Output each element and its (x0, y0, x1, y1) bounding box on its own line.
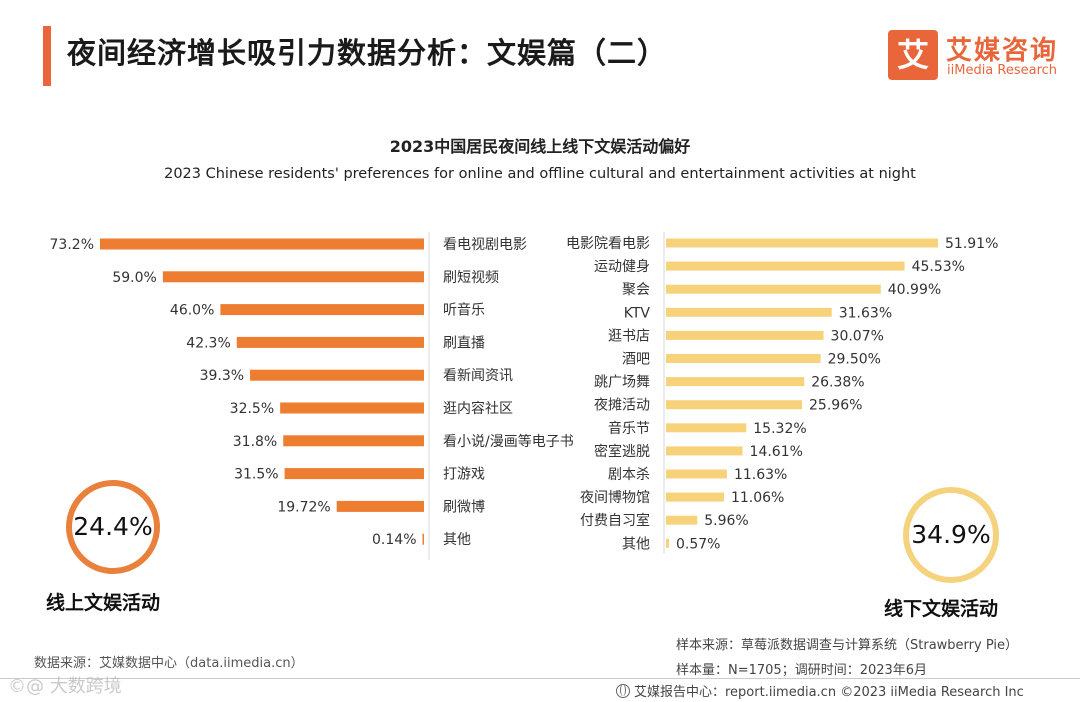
offline-value-label: 5.96% (704, 513, 748, 529)
iimedia-logo[interactable]: 艾 艾媒咨询 iiMedia Research (888, 30, 1068, 82)
online-bar (283, 435, 424, 447)
sample-size-note: 样本量：N=1705；调研时间：2023年6月 (676, 663, 928, 678)
online-bar (280, 402, 424, 414)
offline-value-label: 25.96% (809, 398, 862, 414)
offline-value-label: 51.91% (945, 236, 998, 252)
online-bar (284, 468, 424, 480)
online-category-label: 看新闻资讯 (443, 368, 513, 384)
online-category-label: 看电视剧电影 (443, 237, 527, 253)
offline-value-label: 29.50% (828, 352, 881, 368)
offline-bar (666, 492, 724, 502)
online-value-label: 31.8% (233, 434, 277, 450)
offline-value-label: 26.38% (811, 375, 864, 391)
offline-category-label: KTV (624, 305, 651, 321)
data-source-note: 数据来源：艾媒数据中心（data.iimedia.cn） (34, 656, 304, 671)
offline-bar (666, 469, 727, 479)
offline-bar (666, 538, 669, 548)
offline-share-ring: 34.9% (903, 487, 999, 583)
online-value-label: 31.5% (234, 467, 278, 483)
online-category-label: 其他 (443, 532, 471, 548)
offline-bar (666, 515, 698, 525)
offline-bar (666, 307, 832, 317)
logo-en-text: iiMedia Research (947, 63, 1058, 78)
online-value-label: 32.5% (230, 401, 274, 417)
online-bar (422, 533, 424, 545)
online-share-ring: 24.4% (66, 480, 160, 574)
offline-value-label: 14.61% (750, 444, 803, 460)
offline-bar (666, 238, 938, 248)
offline-value-label: 11.06% (731, 490, 784, 506)
footer-credit[interactable]: 艾媒报告中心：report.iimedia.cn ©2023 iiMedia R… (616, 681, 1024, 700)
offline-value-label: 45.53% (912, 259, 965, 275)
offline-bar (666, 423, 747, 433)
offline-bar (666, 377, 805, 387)
logo-cn-text: 艾媒咨询 (946, 36, 1059, 66)
online-series: 73.2% 看电视剧电影 59.0% 刷短视频 46.0% 听音乐 42.3% 刷直播 39.3… (50, 237, 574, 548)
online-value-label: 42.3% (186, 335, 230, 351)
offline-category-label: 音乐节 (608, 420, 650, 437)
offline-category-label: 密室逃脱 (594, 443, 650, 460)
offline-category-label: 酒吧 (622, 352, 650, 368)
offline-value-label: 40.99% (888, 282, 941, 298)
online-bar (162, 271, 424, 283)
offline-bar (666, 354, 821, 363)
offline-bar (666, 284, 881, 294)
offline-bar (666, 330, 824, 340)
offline-value-label: 15.32% (753, 421, 806, 437)
offline-category-label: 电影院看电影 (566, 236, 650, 252)
online-bar (336, 500, 424, 512)
online-bar (236, 336, 424, 348)
offline-category-label: 运动健身 (594, 259, 650, 275)
online-category-label: 看小说/漫画等电子书 (443, 433, 574, 450)
offline-bar (666, 261, 905, 271)
online-bar (250, 369, 424, 381)
online-category-label: 刷短视频 (443, 270, 499, 286)
online-category-label: 打游戏 (443, 466, 485, 483)
offline-category-label: 跳广场舞 (594, 375, 650, 391)
online-value-label: 39.3% (200, 368, 244, 384)
online-category-label: 听音乐 (443, 302, 485, 319)
offline-group-label: 线下文娱活动 (884, 598, 999, 620)
offline-value-label: 11.63% (734, 467, 787, 483)
offline-category-label: 其他 (622, 536, 650, 552)
globe-icon (616, 684, 630, 698)
offline-category-label: 聚会 (622, 282, 650, 298)
offline-category-label: 夜间博物馆 (580, 489, 650, 506)
online-category-label: 刷直播 (443, 334, 485, 351)
offline-bar (666, 400, 803, 410)
online-bar (220, 304, 424, 316)
title-accent-bar (43, 26, 51, 86)
chart-subtitle: 2023 Chinese residents' preferences for … (164, 166, 916, 182)
sample-source-note: 样本来源：草莓派数据调查与计算系统（Strawberry Pie） (676, 638, 1018, 653)
offline-series: 51.91% 电影院看电影 45.53% 运动健身 40.99% 聚会 31.63% KTV 3… (566, 236, 998, 552)
offline-category-label: 剧本杀 (608, 467, 650, 483)
footer-divider (0, 678, 1080, 679)
logo-mark-icon: 艾 (888, 30, 938, 80)
chart-title: 2023中国居民夜间线上线下文娱活动偏好 (389, 137, 691, 156)
online-value-label: 0.14% (372, 532, 416, 548)
online-value-label: 73.2% (50, 237, 94, 253)
offline-value-label: 30.07% (831, 328, 884, 344)
online-bar (100, 238, 424, 250)
offline-value-label: 0.57% (676, 536, 720, 552)
offline-category-label: 付费自习室 (580, 512, 650, 529)
footer-text: 艾媒报告中心：report.iimedia.cn ©2023 iiMedia R… (634, 685, 1024, 700)
online-value-label: 59.0% (112, 270, 156, 286)
offline-bar (666, 446, 743, 456)
online-value-label: 46.0% (170, 303, 214, 319)
offline-category-label: 逛书店 (608, 328, 650, 344)
online-category-label: 逛内容社区 (443, 400, 513, 417)
offline-value-label: 31.63% (839, 305, 892, 321)
page-title: 夜间经济增长吸引力数据分析：文娱篇（二） (67, 36, 668, 70)
online-value-label: 19.72% (277, 499, 330, 515)
watermark-text: ©@ 大数跨境 (8, 676, 122, 697)
online-group-label: 线上文娱活动 (46, 592, 161, 614)
online-category-label: 刷微博 (443, 498, 485, 515)
offline-category-label: 夜摊活动 (594, 398, 650, 414)
